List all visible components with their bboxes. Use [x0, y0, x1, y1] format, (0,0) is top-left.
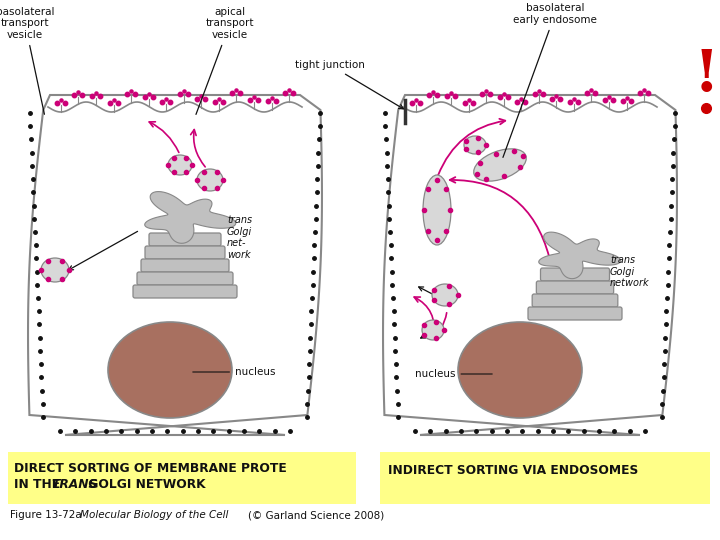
FancyBboxPatch shape	[380, 452, 710, 504]
Polygon shape	[539, 232, 621, 279]
FancyBboxPatch shape	[536, 281, 613, 294]
Text: INDIRECT SORTING VIA ENDOSOMES: INDIRECT SORTING VIA ENDOSOMES	[388, 463, 638, 476]
Polygon shape	[383, 95, 677, 435]
Text: trans
Golgi
net-
work: trans Golgi net- work	[227, 215, 252, 260]
FancyBboxPatch shape	[141, 259, 229, 272]
Polygon shape	[28, 95, 322, 435]
Text: TRANS: TRANS	[51, 478, 97, 491]
Text: tight junction: tight junction	[295, 60, 403, 109]
Text: Molecular Biology of the Cell: Molecular Biology of the Cell	[80, 510, 228, 520]
FancyBboxPatch shape	[137, 272, 233, 285]
Text: Figure 13-72a: Figure 13-72a	[10, 510, 89, 520]
FancyBboxPatch shape	[528, 307, 622, 320]
Text: DIRECT SORTING OF MEMBRANE PROTE: DIRECT SORTING OF MEMBRANE PROTE	[14, 462, 287, 475]
Ellipse shape	[464, 136, 486, 154]
Text: basolateral
transport
vesicle: basolateral transport vesicle	[0, 7, 54, 114]
Ellipse shape	[422, 320, 444, 340]
FancyBboxPatch shape	[541, 268, 610, 281]
Text: IN THE: IN THE	[14, 478, 64, 491]
FancyBboxPatch shape	[8, 452, 356, 504]
Ellipse shape	[41, 258, 69, 282]
Text: !: !	[693, 47, 719, 103]
FancyBboxPatch shape	[133, 285, 237, 298]
Polygon shape	[145, 192, 235, 244]
FancyBboxPatch shape	[149, 233, 221, 246]
Ellipse shape	[458, 322, 582, 418]
FancyBboxPatch shape	[532, 294, 618, 307]
Text: nucleus: nucleus	[193, 367, 276, 377]
Text: nucleus: nucleus	[415, 369, 492, 379]
Ellipse shape	[168, 155, 192, 175]
Text: trans
Golgi
network: trans Golgi network	[610, 255, 649, 288]
Text: GOLGI NETWORK: GOLGI NETWORK	[84, 478, 205, 491]
Ellipse shape	[108, 322, 232, 418]
Ellipse shape	[432, 284, 458, 306]
FancyBboxPatch shape	[145, 246, 225, 259]
Text: apical
transport
vesicle: apical transport vesicle	[196, 7, 254, 114]
Text: (© Garland Science 2008): (© Garland Science 2008)	[248, 510, 384, 520]
Ellipse shape	[474, 149, 526, 181]
Ellipse shape	[423, 175, 451, 245]
Text: basolateral
early endosome: basolateral early endosome	[503, 3, 597, 157]
Ellipse shape	[197, 169, 223, 191]
